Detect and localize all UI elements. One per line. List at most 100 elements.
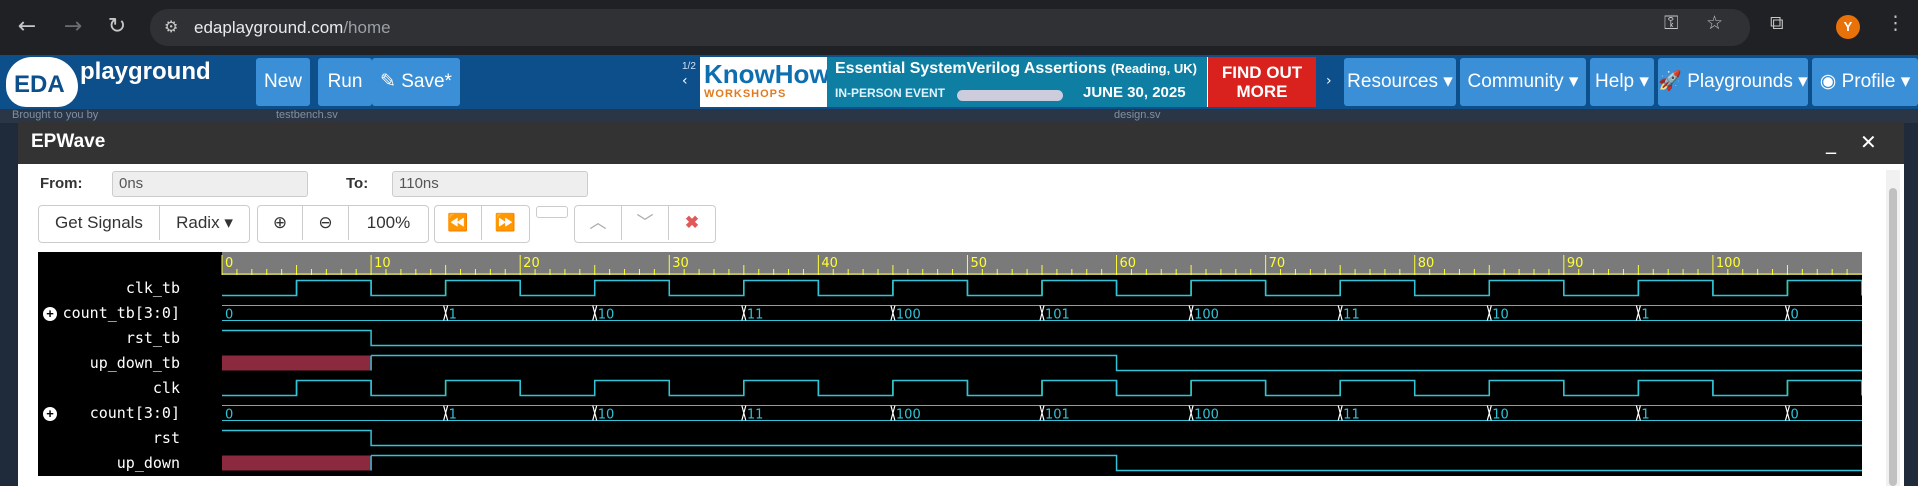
from-input[interactable]: 0ns <box>112 171 308 197</box>
bus-value-label: 1 <box>449 408 457 423</box>
bus-value-label: 11 <box>1343 408 1360 423</box>
ruler-tick-label: 10 <box>374 256 391 271</box>
bus-value-label: 100 <box>1194 308 1219 323</box>
community-label: Community <box>1467 71 1564 92</box>
run-button[interactable]: Run <box>318 58 372 106</box>
expand-bus-icon[interactable]: + <box>43 306 57 321</box>
ruler-tick-label: 0 <box>225 256 233 271</box>
ruler-tick-label: 60 <box>1120 256 1137 271</box>
pencil-icon: ✎ <box>380 71 396 92</box>
time-ruler[interactable] <box>38 252 1862 275</box>
get-signals-button[interactable]: Get Signals <box>39 206 160 240</box>
site-info-icon[interactable]: ⚙ <box>164 17 179 36</box>
caret-down-icon: ▾ <box>224 213 233 232</box>
banner-workshops-text: WORKSHOPS <box>704 88 787 100</box>
zoom-level[interactable]: 100% <box>366 213 411 232</box>
updown-waveform <box>371 454 1862 472</box>
bus-value-label: 1 <box>1641 308 1649 323</box>
bus-transition <box>741 405 747 421</box>
bus-value-label: 10 <box>1492 308 1509 323</box>
banner-pager: 1/2 <box>682 61 696 72</box>
find-out-text: FIND OUT <box>1221 63 1303 82</box>
banner-next-icon[interactable]: › <box>1326 73 1332 89</box>
address-bar[interactable]: ⚙ edaplayground.com/home <box>150 9 1750 46</box>
zoom-in-button[interactable]: ⊕ <box>258 206 303 240</box>
save-button[interactable]: ✎ Save* <box>372 58 460 106</box>
close-icon[interactable]: ✕ <box>1860 130 1877 154</box>
ruler-tick-label: 90 <box>1567 256 1584 271</box>
caret-down-icon: ▾ <box>1798 71 1808 92</box>
playgrounds-dropdown[interactable]: 🚀 Playgrounds ▾ <box>1658 58 1808 106</box>
logo-eda-text: EDA <box>14 71 65 98</box>
bookmark-star-icon[interactable]: ☆ <box>1706 12 1724 34</box>
bus-value-label: 1 <box>1641 408 1649 423</box>
move-down-button[interactable]: ﹀ <box>622 206 669 240</box>
signal-name-up-down[interactable]: up_down <box>116 453 180 472</box>
logo-cloud[interactable] <box>6 57 78 107</box>
new-button[interactable]: New <box>256 58 310 106</box>
more-text: MORE <box>1236 82 1288 101</box>
banner-info: Essential SystemVerilog Assertions (Read… <box>827 57 1207 107</box>
signal-name-rst-tb[interactable]: rst_tb <box>125 328 180 347</box>
help-dropdown[interactable]: Help ▾ <box>1590 58 1654 106</box>
forward-icon[interactable]: → <box>63 14 83 39</box>
banner-title: Essential SystemVerilog Assertions <box>835 60 1107 77</box>
bus-transition <box>890 305 896 321</box>
reload-icon[interactable]: ↻ <box>107 14 127 39</box>
go-to-end-button[interactable]: ⏩ <box>482 206 529 240</box>
to-input[interactable]: 110ns <box>392 171 588 197</box>
bus-value-label: 0 <box>1790 308 1798 323</box>
ruler-tick-label: 70 <box>1269 256 1286 271</box>
signal-name-count-3-0-[interactable]: count[3:0] <box>89 403 180 422</box>
password-key-icon[interactable]: ⚿ <box>1664 12 1679 34</box>
resources-dropdown[interactable]: Resources ▾ <box>1344 58 1456 106</box>
bus-value-label: 11 <box>1343 308 1360 323</box>
signal-name-clk[interactable]: clk <box>152 378 180 397</box>
profile-dropdown[interactable]: ◉ Profile ▾ <box>1812 58 1918 106</box>
signal-order-button-group: ︿ ﹀ ✖ <box>574 205 716 243</box>
signal-name-clk-tb[interactable]: clk_tb <box>125 278 180 297</box>
navigation-button-group: ⏪ ⏩ <box>434 205 530 243</box>
back-icon[interactable]: ← <box>17 14 37 39</box>
browser-menu-icon[interactable]: ⋮ <box>1886 12 1905 34</box>
delete-x-icon: ✖ <box>684 213 700 232</box>
zoom-in-icon: ⊕ <box>272 213 288 232</box>
minimize-icon[interactable]: _ <box>1826 130 1836 154</box>
signal-name-up-down-tb[interactable]: up_down_tb <box>89 353 180 372</box>
ruler-tick-label: 50 <box>970 256 987 271</box>
ruler-tick-label: 100 <box>1716 256 1741 271</box>
bus-value-label: 0 <box>225 408 233 423</box>
bus-transition <box>443 305 449 321</box>
site-navbar: EDA playground New Run ✎ Save* 1/2 ‹ Kno… <box>0 55 1918 109</box>
banner-prev-icon[interactable]: ‹ <box>682 73 688 89</box>
bus-transition <box>1039 305 1045 321</box>
epwave-scrollbar[interactable] <box>1886 170 1900 486</box>
design-tab: design.sv <box>1114 109 1161 121</box>
bus-value-label: 0 <box>1790 408 1798 423</box>
browser-profile-avatar[interactable]: Y <box>1836 15 1860 39</box>
unknown-value-region <box>222 355 372 371</box>
bus-transition <box>1188 305 1194 321</box>
help-label: Help <box>1595 71 1635 92</box>
bus-value-label: 101 <box>1045 408 1070 423</box>
zoom-out-button[interactable]: ⊖ <box>303 206 349 240</box>
caret-down-icon: ▾ <box>1443 71 1453 92</box>
scrollbar-thumb[interactable] <box>1889 188 1897 486</box>
go-to-start-button[interactable]: ⏪ <box>435 206 482 240</box>
background-editor-strip: Brought to you by testbench.sv design.sv <box>0 109 1918 123</box>
expand-bus-icon[interactable]: + <box>43 406 57 421</box>
signal-name-rst[interactable]: rst <box>152 428 180 447</box>
find-out-more-button[interactable]: FIND OUT MORE <box>1208 57 1316 107</box>
bus-value-label: 1 <box>449 308 457 323</box>
move-up-button[interactable]: ︿ <box>575 206 622 240</box>
radix-dropdown[interactable]: Radix ▾ <box>160 206 249 240</box>
fast-rewind-icon: ⏪ <box>447 213 469 232</box>
signal-name-count-tb-3-0-[interactable]: count_tb[3:0] <box>62 303 180 322</box>
ad-banner[interactable]: KnowHow WORKSHOPS Essential SystemVerilo… <box>700 57 1316 107</box>
delete-signal-button[interactable]: ✖ <box>669 206 715 240</box>
small-blank-button[interactable] <box>536 206 568 218</box>
extensions-icon[interactable]: ⧉ <box>1770 12 1784 34</box>
community-dropdown[interactable]: Community ▾ <box>1460 58 1586 106</box>
